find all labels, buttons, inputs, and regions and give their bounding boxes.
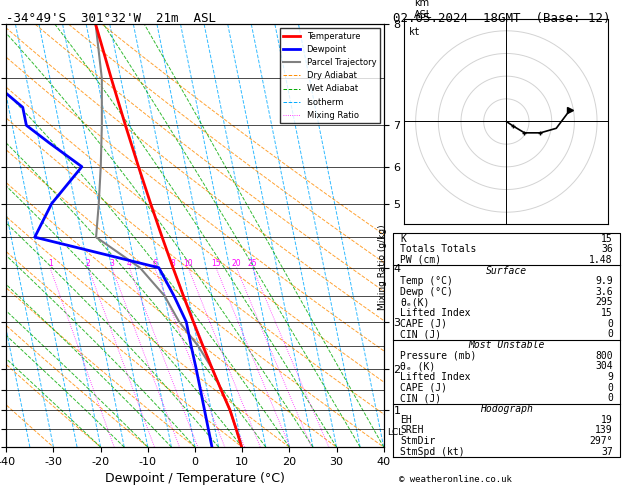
Text: 1.48: 1.48 [589,255,613,265]
Text: 2: 2 [86,259,91,268]
Text: 0: 0 [607,319,613,329]
Text: 19: 19 [601,415,613,425]
Text: θₑ(K): θₑ(K) [400,297,430,308]
Text: CAPE (J): CAPE (J) [400,382,447,393]
Text: 15: 15 [601,234,613,243]
Text: 6: 6 [152,259,157,268]
Text: EH: EH [400,415,412,425]
Text: -34°49'S  301°32'W  21m  ASL: -34°49'S 301°32'W 21m ASL [6,12,216,25]
Text: LCL: LCL [387,428,404,437]
Text: 15: 15 [601,308,613,318]
Text: StmSpd (kt): StmSpd (kt) [400,447,465,456]
Text: kt: kt [409,27,421,37]
Text: 800: 800 [595,351,613,361]
Text: 3: 3 [109,259,114,268]
Text: Lifted Index: Lifted Index [400,308,470,318]
Legend: Temperature, Dewpoint, Parcel Trajectory, Dry Adiabat, Wet Adiabat, Isotherm, Mi: Temperature, Dewpoint, Parcel Trajectory… [280,29,379,123]
Text: 36: 36 [601,244,613,254]
Text: km
ASL: km ASL [414,0,432,20]
Text: 304: 304 [595,362,613,371]
Text: SREH: SREH [400,425,423,435]
Text: 10: 10 [184,259,193,268]
Text: 4: 4 [127,259,131,268]
Text: Temp (°C): Temp (°C) [400,276,453,286]
Text: 25: 25 [248,259,257,268]
Text: Most Unstable: Most Unstable [468,340,545,350]
Text: 0: 0 [607,330,613,339]
Text: K: K [400,234,406,243]
Text: Surface: Surface [486,265,527,276]
Text: © weatheronline.co.uk: © weatheronline.co.uk [399,474,512,484]
Text: 0: 0 [607,382,613,393]
Text: 20: 20 [231,259,242,268]
Text: Pressure (mb): Pressure (mb) [400,351,476,361]
Text: 8: 8 [171,259,175,268]
Text: 9: 9 [607,372,613,382]
Text: StmDir: StmDir [400,436,435,446]
Text: 295: 295 [595,297,613,308]
Text: 297°: 297° [589,436,613,446]
Text: 9.9: 9.9 [595,276,613,286]
Text: θₑ (K): θₑ (K) [400,362,435,371]
Text: 0: 0 [607,393,613,403]
Text: 1: 1 [48,259,52,268]
Text: Totals Totals: Totals Totals [400,244,476,254]
Text: PW (cm): PW (cm) [400,255,441,265]
Text: Dewp (°C): Dewp (°C) [400,287,453,297]
Text: Lifted Index: Lifted Index [400,372,470,382]
Text: Mixing Ratio (g/kg): Mixing Ratio (g/kg) [378,225,387,310]
Text: CIN (J): CIN (J) [400,393,441,403]
Text: 15: 15 [211,259,221,268]
X-axis label: Dewpoint / Temperature (°C): Dewpoint / Temperature (°C) [105,472,285,486]
Text: 37: 37 [601,447,613,456]
Text: CIN (J): CIN (J) [400,330,441,339]
Text: 139: 139 [595,425,613,435]
Text: Hodograph: Hodograph [480,404,533,414]
Text: CAPE (J): CAPE (J) [400,319,447,329]
Text: 3.6: 3.6 [595,287,613,297]
Text: 02.05.2024  18GMT  (Base: 12): 02.05.2024 18GMT (Base: 12) [393,12,611,25]
